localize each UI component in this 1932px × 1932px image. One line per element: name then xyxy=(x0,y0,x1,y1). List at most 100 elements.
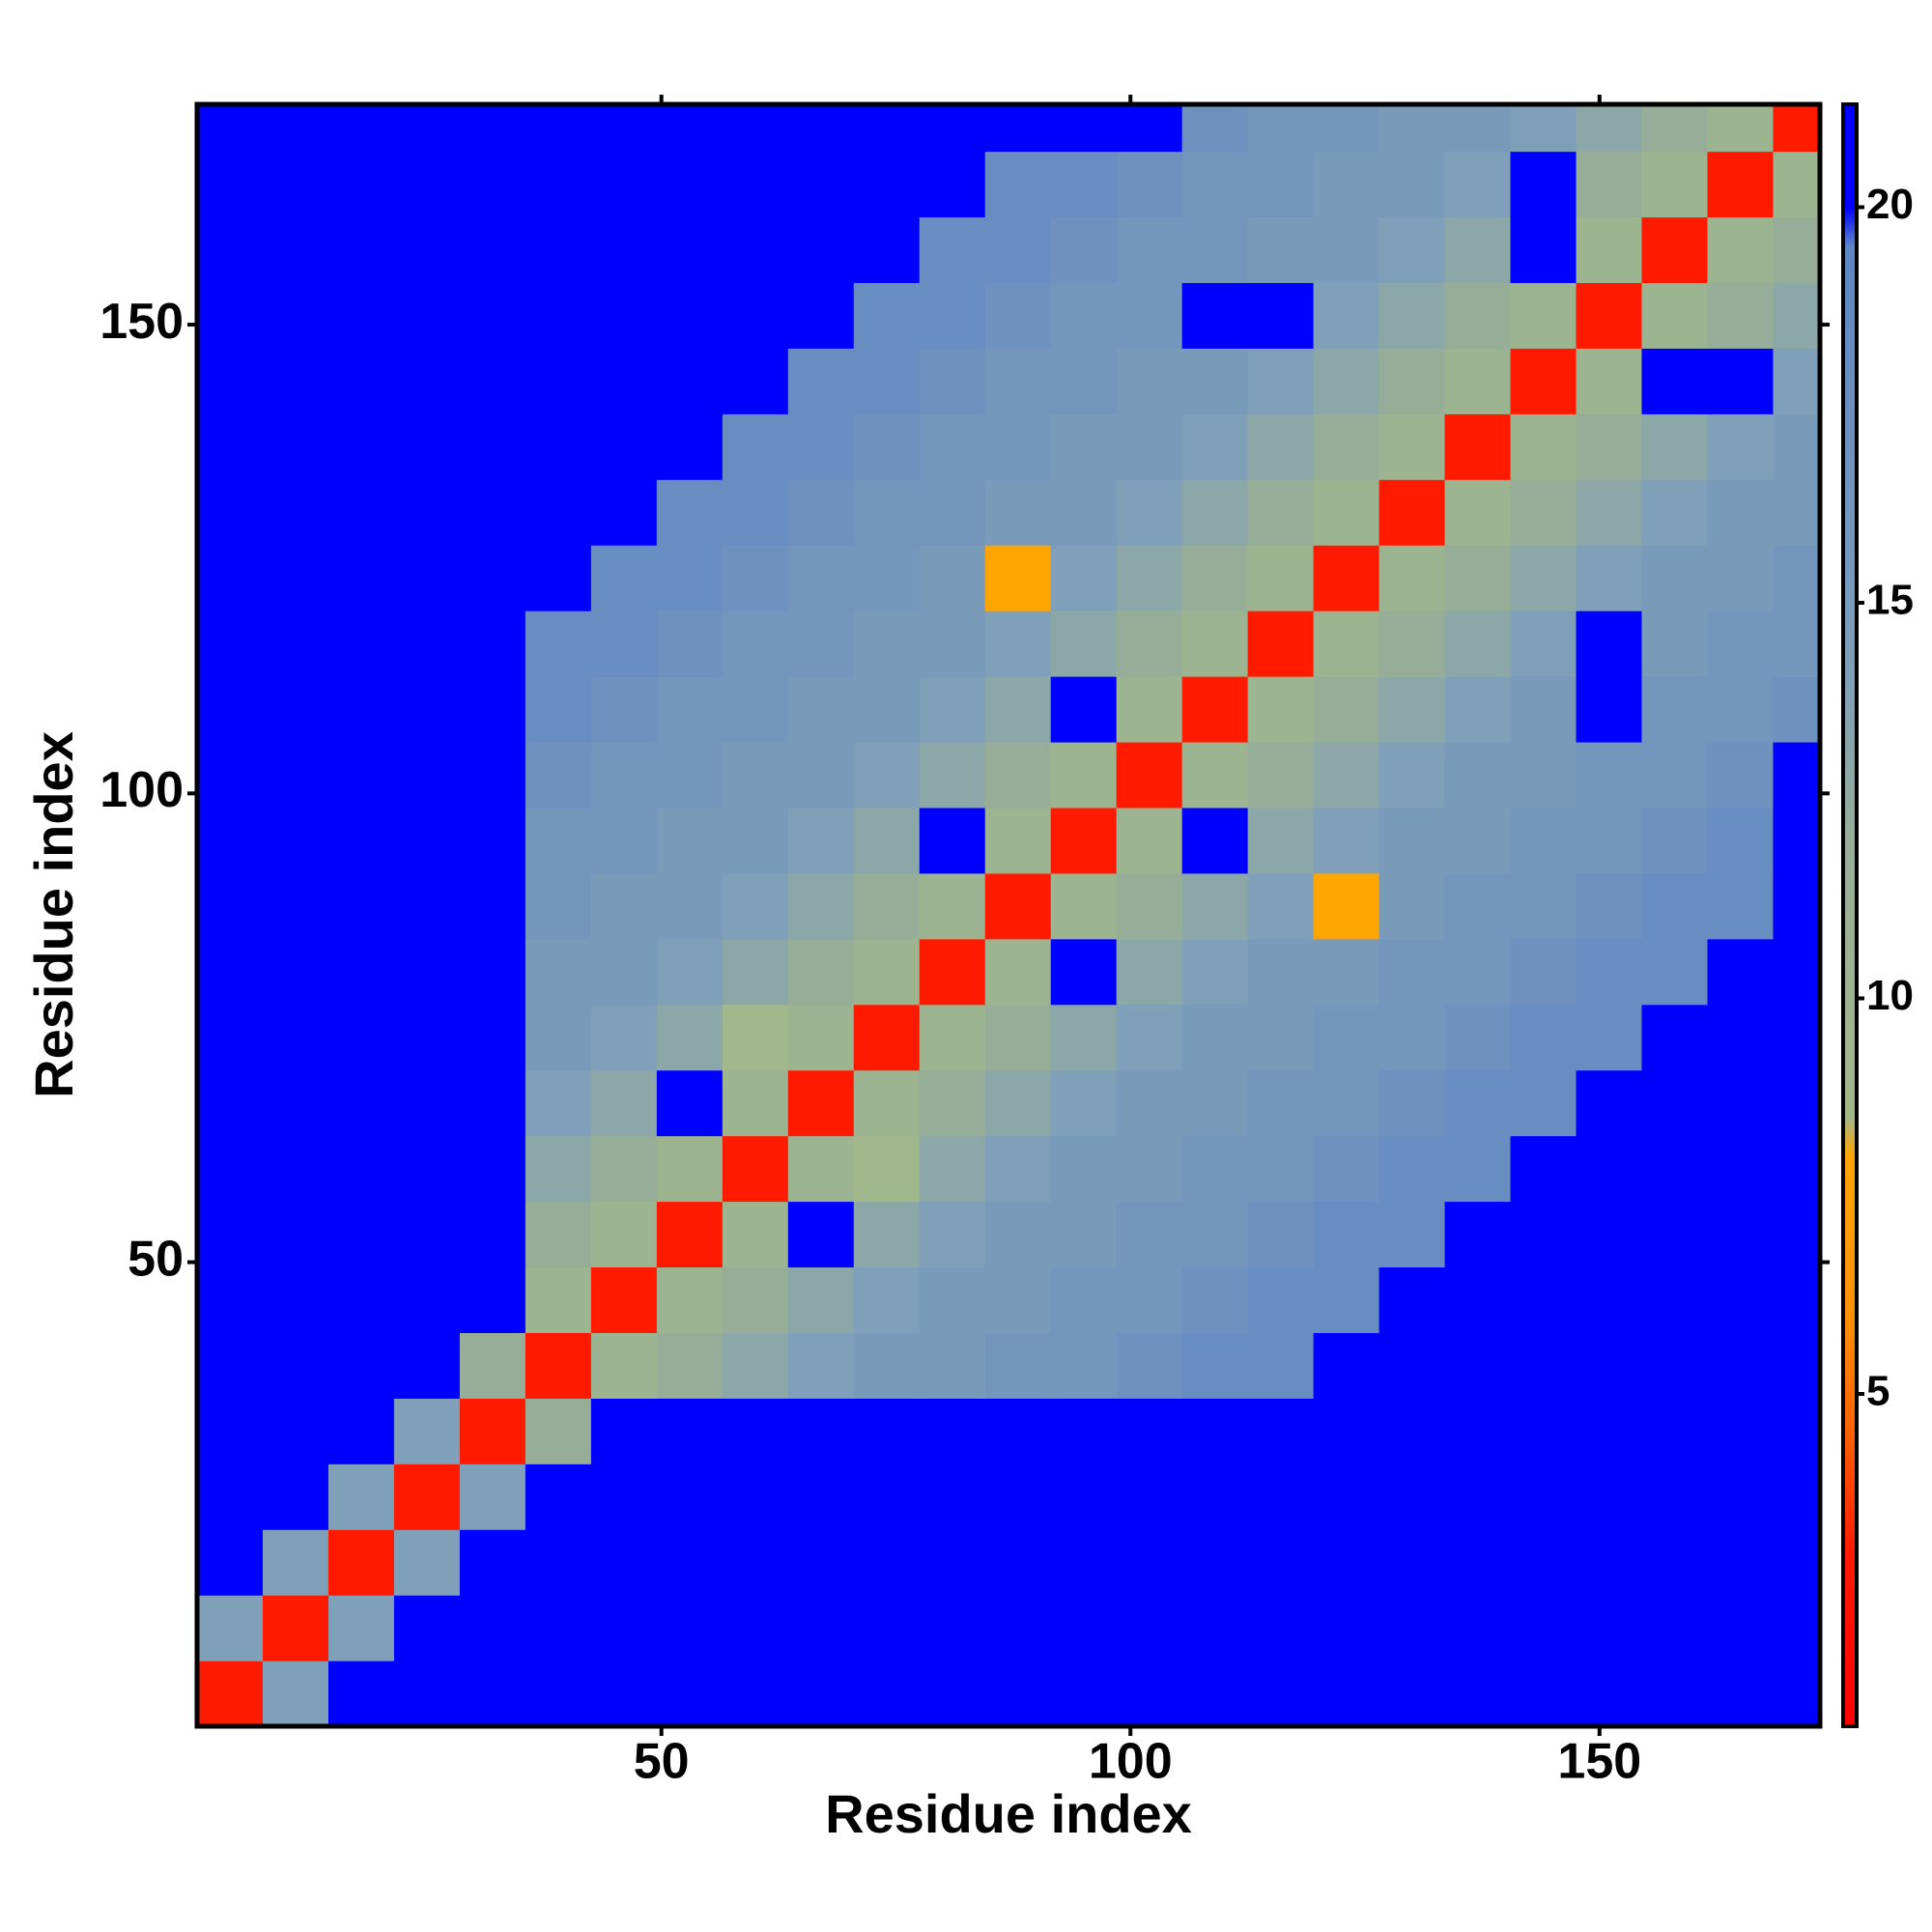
heatmap-cell xyxy=(1247,1529,1315,1596)
heatmap-cell xyxy=(656,1595,724,1662)
heatmap-cell xyxy=(590,479,658,546)
heatmap-cell xyxy=(787,545,855,611)
heatmap-cell xyxy=(1641,413,1709,480)
heatmap-cell xyxy=(1444,282,1512,349)
heatmap-cell xyxy=(590,1069,658,1137)
heatmap-cell xyxy=(327,1398,395,1464)
heatmap-cell xyxy=(525,1595,592,1662)
heatmap-cell xyxy=(919,1266,986,1333)
heatmap-cell xyxy=(393,216,461,283)
heatmap-cell xyxy=(984,807,1052,874)
heatmap-cell xyxy=(984,1004,1052,1071)
heatmap-cell xyxy=(919,1398,986,1464)
heatmap-cell xyxy=(1641,1135,1709,1203)
heatmap-cell xyxy=(393,1201,461,1268)
heatmap-cell xyxy=(327,1463,395,1530)
heatmap-cell xyxy=(1773,1529,1821,1596)
heatmap-cell xyxy=(197,1463,264,1530)
heatmap-cell xyxy=(197,216,264,283)
heatmap-cell xyxy=(1576,1595,1643,1662)
heatmap-cell xyxy=(984,479,1052,546)
heatmap-cell xyxy=(853,872,921,940)
heatmap-cell xyxy=(1116,1398,1183,1464)
heatmap-cell xyxy=(1050,1201,1118,1268)
heatmap-cell xyxy=(656,348,724,414)
heatmap-cell xyxy=(984,348,1052,414)
heatmap-cell xyxy=(1576,545,1643,611)
heatmap-cell xyxy=(590,872,658,940)
heatmap-cell xyxy=(525,1266,592,1333)
heatmap-cell xyxy=(722,1529,789,1596)
heatmap-cell xyxy=(984,1398,1052,1464)
heatmap-cell xyxy=(1641,1332,1709,1399)
heatmap-cell xyxy=(1378,413,1446,480)
heatmap-cell xyxy=(787,1661,855,1727)
heatmap-cell xyxy=(1510,872,1577,940)
heatmap-cell xyxy=(590,216,658,283)
heatmap-cell xyxy=(1050,611,1118,677)
heatmap-cell xyxy=(1050,545,1118,611)
heatmap-cell xyxy=(1313,872,1380,940)
heatmap-cell xyxy=(525,1135,592,1203)
heatmap-cell xyxy=(1247,872,1315,940)
heatmap-cell xyxy=(1247,282,1315,349)
heatmap-cell xyxy=(393,741,461,809)
heatmap-cell xyxy=(1050,1069,1118,1137)
heatmap-cell xyxy=(262,545,329,611)
heatmap-cell xyxy=(590,151,658,218)
heatmap-cell xyxy=(853,413,921,480)
heatmap-cell xyxy=(853,216,921,283)
heatmap-cell xyxy=(1247,938,1315,1006)
heatmap-cell xyxy=(1116,1595,1183,1662)
heatmap-cell xyxy=(787,741,855,809)
heatmap-cell xyxy=(459,348,526,414)
heatmap-cell xyxy=(1247,1201,1315,1268)
heatmap-cell xyxy=(1773,413,1821,480)
heatmap-cell xyxy=(984,611,1052,677)
heatmap-cell xyxy=(393,1266,461,1333)
heatmap-cell xyxy=(1116,282,1183,349)
colorbar-tick-label: 10 xyxy=(1866,972,1914,1019)
heatmap-cell xyxy=(590,938,658,1006)
heatmap-cell xyxy=(919,1595,986,1662)
heatmap-cell xyxy=(853,282,921,349)
heatmap-cell xyxy=(787,1135,855,1203)
heatmap-cell xyxy=(1641,1398,1709,1464)
heatmap xyxy=(197,104,1821,1727)
heatmap-cell xyxy=(1313,348,1380,414)
heatmap-cell xyxy=(1444,1529,1512,1596)
heatmap-cell xyxy=(1313,1069,1380,1137)
heatmap-cell xyxy=(1378,1529,1446,1596)
heatmap-cell xyxy=(459,807,526,874)
heatmap-cell xyxy=(459,1332,526,1399)
heatmap-cell xyxy=(1378,1266,1446,1333)
heatmap-cell xyxy=(1378,1595,1446,1662)
heatmap-cell xyxy=(393,348,461,414)
heatmap-cell xyxy=(722,1201,789,1268)
heatmap-cell xyxy=(393,611,461,677)
heatmap-cell xyxy=(656,1332,724,1399)
heatmap-cell xyxy=(722,1069,789,1137)
heatmap-cell xyxy=(1707,1266,1775,1333)
heatmap-cell xyxy=(1116,413,1183,480)
heatmap-cell xyxy=(1576,348,1643,414)
heatmap-cell xyxy=(262,413,329,480)
heatmap-cell xyxy=(262,216,329,283)
heatmap-cell xyxy=(656,545,724,611)
heatmap-cell xyxy=(1313,1004,1380,1071)
heatmap-cell xyxy=(1444,1201,1512,1268)
heatmap-cell xyxy=(984,1266,1052,1333)
colorbar xyxy=(1841,102,1859,1728)
heatmap-cell xyxy=(1576,676,1643,743)
colorbar-tick-label: 5 xyxy=(1866,1368,1889,1415)
heatmap-cell xyxy=(1313,282,1380,349)
heatmap-cell xyxy=(1444,1595,1512,1662)
heatmap-cell xyxy=(262,676,329,743)
heatmap-cell xyxy=(1707,1595,1775,1662)
heatmap-cell xyxy=(1116,1661,1183,1727)
heatmap-cell xyxy=(1444,1266,1512,1333)
heatmap-cell xyxy=(590,1201,658,1268)
heatmap-cell xyxy=(1444,676,1512,743)
heatmap-cell xyxy=(787,938,855,1006)
